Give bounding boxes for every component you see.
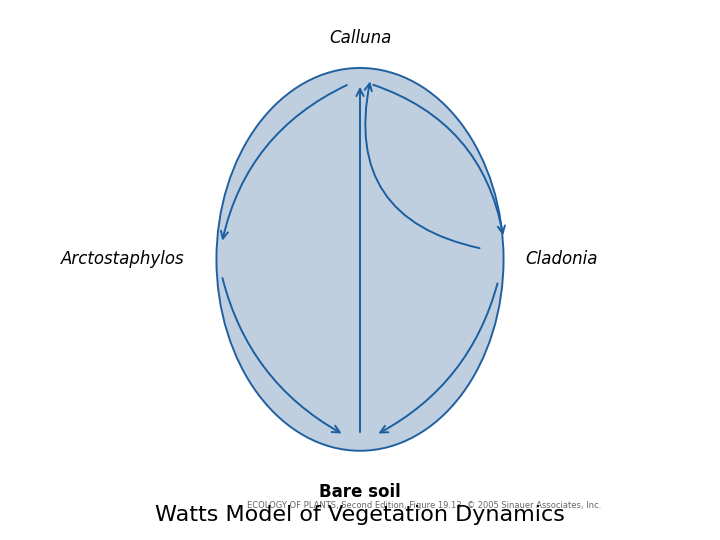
Ellipse shape bbox=[217, 68, 503, 451]
Text: Cladonia: Cladonia bbox=[525, 251, 598, 268]
Text: Calluna: Calluna bbox=[329, 29, 391, 46]
Text: Bare soil: Bare soil bbox=[319, 483, 401, 501]
Text: ECOLOGY OF PLANTS, Second Edition, Figure 19.13  © 2005 Sinauer Associates, Inc.: ECOLOGY OF PLANTS, Second Edition, Figur… bbox=[247, 501, 601, 510]
Text: Watts Model of Vegetation Dynamics: Watts Model of Vegetation Dynamics bbox=[155, 505, 565, 525]
Text: Arctostaphylos: Arctostaphylos bbox=[61, 251, 184, 268]
